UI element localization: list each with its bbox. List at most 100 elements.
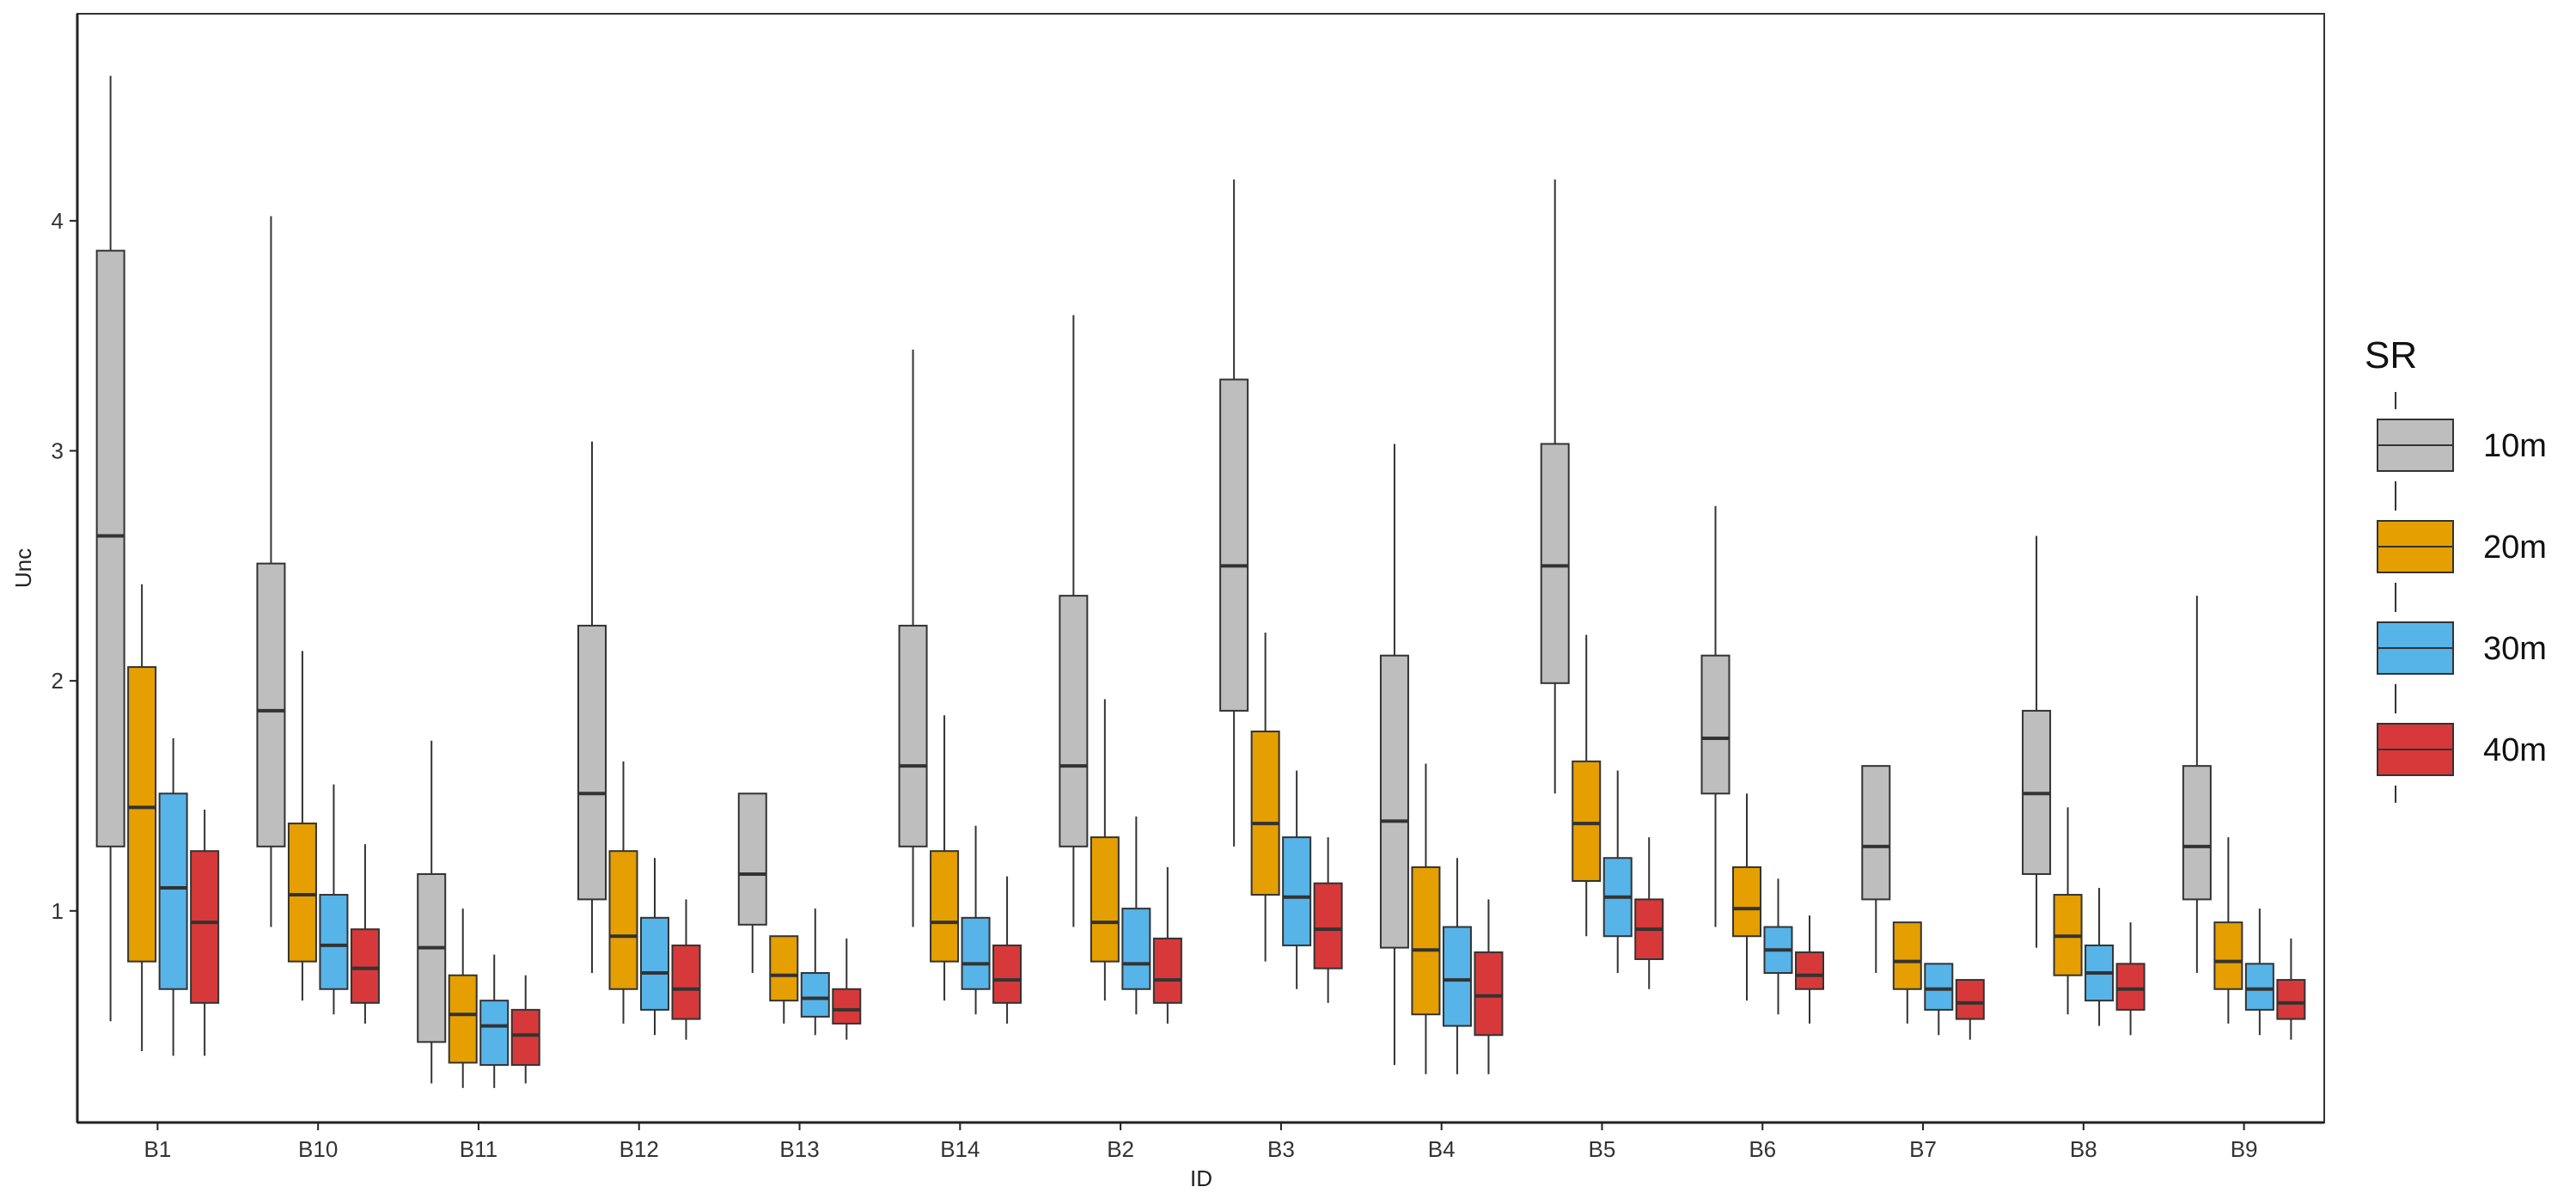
- iqr-box: [1152, 937, 1182, 1004]
- iqr-box: [1700, 654, 1731, 795]
- box-B11-10m: [417, 740, 447, 1084]
- box-B9-20m: [2213, 837, 2243, 1024]
- box-B13-30m: [800, 908, 830, 1036]
- iqr-box: [1379, 654, 1409, 949]
- box-B5-40m: [1634, 837, 1664, 989]
- y-tick-label: 4: [52, 208, 64, 234]
- x-tick-label: B14: [940, 1136, 980, 1162]
- box-B11-20m: [448, 908, 478, 1088]
- iqr-box: [1955, 979, 1985, 1020]
- iqr-box: [1572, 760, 1602, 882]
- box-B6-30m: [1763, 878, 1793, 1015]
- x-tick-label: B10: [298, 1136, 338, 1162]
- box-B12-40m: [671, 899, 701, 1040]
- box-B6-10m: [1700, 505, 1731, 927]
- iqr-box: [577, 624, 607, 901]
- box-B2-10m: [1059, 315, 1089, 927]
- x-tick-label: B7: [1909, 1136, 1937, 1162]
- x-tick-label: B5: [1589, 1136, 1616, 1162]
- iqr-box: [640, 916, 669, 1011]
- legend: SR 10m 20m 30m 40m: [2365, 334, 2547, 803]
- box-B13-20m: [769, 935, 799, 1024]
- box-B3-10m: [1219, 179, 1249, 847]
- box-B4-30m: [1442, 858, 1472, 1074]
- box-B1-40m: [190, 810, 220, 1056]
- box-B12-10m: [577, 441, 607, 974]
- box-B10-10m: [256, 216, 286, 927]
- box-B10-20m: [287, 651, 317, 1001]
- box-B9-30m: [2244, 908, 2274, 1036]
- iqr-box: [287, 823, 317, 963]
- plot-panel: [76, 13, 2325, 1123]
- legend-title: SR: [2365, 334, 2417, 376]
- iqr-box: [158, 792, 188, 990]
- iqr-box: [1219, 378, 1249, 712]
- panel-border: [76, 13, 2325, 1123]
- x-axis: B1 B10 B11 B12 B13 B14 B2 B3 B4 B5 B6 B7 B8 B9: [77, 1121, 2324, 1162]
- iqr-box: [1282, 836, 1312, 946]
- iqr-box: [737, 792, 767, 926]
- legend-label: 40m: [2483, 732, 2547, 768]
- iqr-box: [1861, 765, 1891, 901]
- legend-entry-10m: 10m: [2377, 392, 2547, 499]
- box-B1-30m: [158, 738, 188, 1056]
- iqr-box: [961, 916, 991, 990]
- box-B1-20m: [127, 584, 157, 1052]
- iqr-box: [992, 944, 1022, 1004]
- box-B7-20m: [1892, 921, 1922, 1024]
- box-B10-40m: [350, 844, 380, 1024]
- box-B12-20m: [608, 761, 638, 1024]
- legend-entry-40m: 40m: [2377, 696, 2547, 803]
- box-B11-40m: [510, 975, 540, 1084]
- box-layer: [95, 76, 2306, 1088]
- box-B14-20m: [930, 715, 960, 1001]
- iqr-box: [1059, 595, 1089, 847]
- iqr-box: [930, 850, 960, 963]
- box-B4-20m: [1411, 763, 1441, 1074]
- y-tick-label: 3: [52, 438, 64, 464]
- x-tick-label: B4: [1428, 1136, 1456, 1162]
- box-B3-40m: [1313, 837, 1343, 1003]
- box-B11-30m: [479, 954, 510, 1088]
- box-B5-20m: [1572, 634, 1602, 937]
- iqr-box: [256, 562, 286, 847]
- iqr-box: [1090, 836, 1120, 963]
- iqr-box: [1121, 908, 1151, 990]
- iqr-box: [671, 944, 701, 1020]
- iqr-box: [350, 928, 380, 1004]
- box-B2-30m: [1121, 817, 1151, 1015]
- box-B5-30m: [1602, 770, 1633, 974]
- legend-entry-30m: 30m: [2377, 595, 2547, 701]
- iqr-box: [319, 894, 349, 990]
- iqr-box: [1411, 866, 1441, 1016]
- box-B4-40m: [1474, 899, 1504, 1074]
- iqr-box: [2244, 963, 2274, 1011]
- box-B8-10m: [2022, 535, 2052, 948]
- iqr-box: [1442, 926, 1472, 1027]
- box-B14-30m: [961, 825, 991, 1015]
- box-B14-40m: [992, 876, 1022, 1024]
- iqr-box: [95, 249, 125, 847]
- box-B9-10m: [2182, 596, 2212, 974]
- legend-label: 30m: [2483, 631, 2547, 667]
- iqr-box: [448, 974, 478, 1064]
- box-B7-40m: [1955, 979, 1985, 1040]
- x-tick-label: B1: [143, 1136, 171, 1162]
- legend-label: 10m: [2483, 428, 2547, 464]
- y-axis: 1 2 3 4: [52, 14, 79, 1123]
- iqr-box: [800, 972, 830, 1018]
- iqr-box: [1795, 951, 1824, 990]
- box-B8-30m: [2085, 888, 2115, 1026]
- box-B6-20m: [1732, 793, 1761, 1001]
- iqr-box: [2182, 765, 2212, 901]
- box-B2-20m: [1090, 699, 1120, 1001]
- box-B10-30m: [319, 784, 349, 1015]
- iqr-box: [898, 624, 928, 847]
- x-axis-title: ID: [1190, 1165, 1212, 1191]
- box-B4-10m: [1379, 444, 1409, 1066]
- x-tick-label: B12: [620, 1136, 659, 1162]
- y-tick-label: 1: [52, 898, 64, 924]
- iqr-box: [1474, 951, 1504, 1037]
- iqr-box: [510, 1008, 540, 1067]
